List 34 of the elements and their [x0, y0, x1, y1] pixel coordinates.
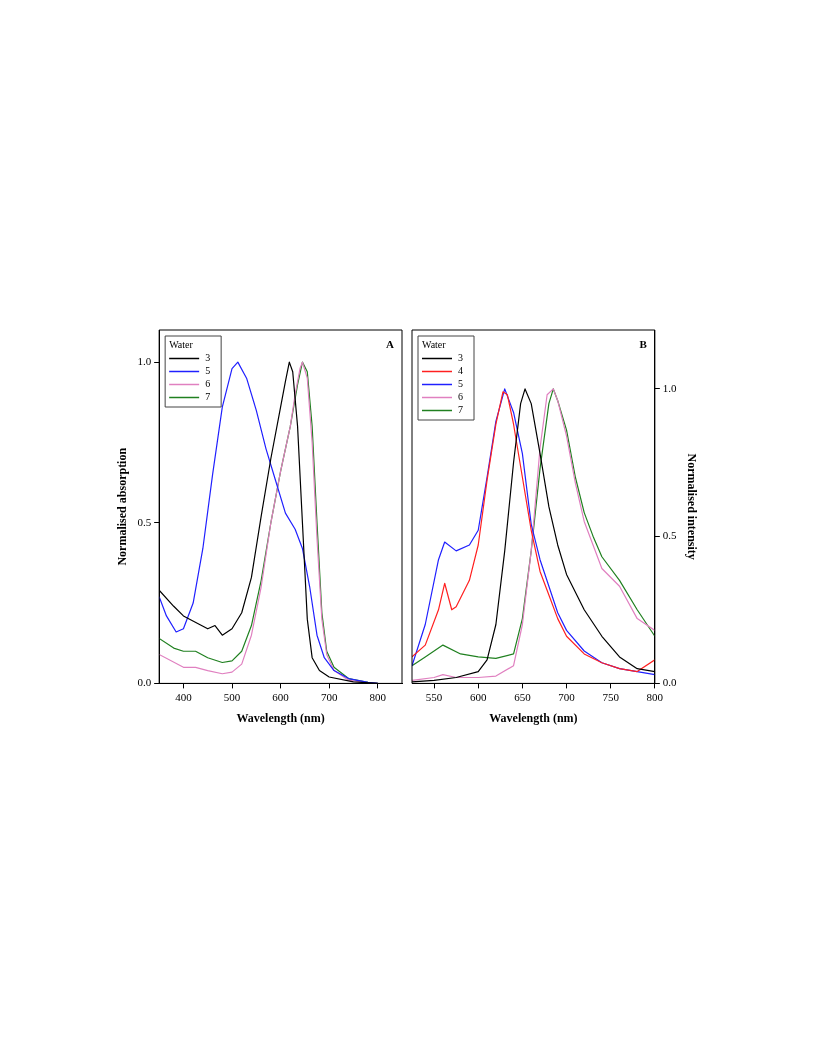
y-axis-title: Normalised absorption	[115, 447, 130, 566]
legend-title: Water	[169, 339, 194, 351]
y-tick-label: 0.0	[662, 676, 678, 689]
y-axis-title: Normalised intensity	[684, 453, 699, 560]
y-tick-label: 1.0	[137, 355, 152, 368]
legend-label: 7	[205, 391, 211, 403]
legend-label: 3	[458, 352, 463, 364]
y-tick-label: 0.5	[662, 529, 678, 542]
x-tick-label: 750	[602, 690, 620, 703]
legend-label: 5	[205, 365, 211, 377]
y-tick-label: 0.0	[137, 676, 152, 689]
annotation: B	[639, 338, 648, 351]
legend-label: 6	[458, 391, 463, 403]
x-tick-label: 650	[514, 690, 532, 703]
legend-label: 4	[458, 365, 463, 377]
x-tick-label: 550	[425, 690, 443, 703]
x-tick-label: 800	[369, 690, 387, 703]
y-tick-label: 1.0	[662, 381, 678, 394]
x-tick-label: 800	[646, 690, 664, 703]
annotation: A	[386, 338, 395, 351]
x-tick-label: 600	[469, 690, 487, 703]
x-axis-title: Wavelength (nm)	[489, 710, 578, 725]
x-tick-label: 700	[320, 690, 338, 703]
x-tick-label: 600	[272, 690, 290, 703]
y-tick-label: 0.5	[137, 515, 152, 528]
x-axis-title: Wavelength (nm)	[236, 710, 325, 725]
legend-label: 6	[205, 378, 211, 390]
legend-label: 5	[458, 378, 463, 390]
x-tick-label: 400	[175, 690, 193, 703]
x-tick-label: 500	[223, 690, 241, 703]
x-tick-label: 700	[558, 690, 576, 703]
legend-label: 7	[458, 404, 463, 416]
legend-label: 3	[205, 352, 211, 364]
legend-title: Water	[422, 339, 447, 351]
